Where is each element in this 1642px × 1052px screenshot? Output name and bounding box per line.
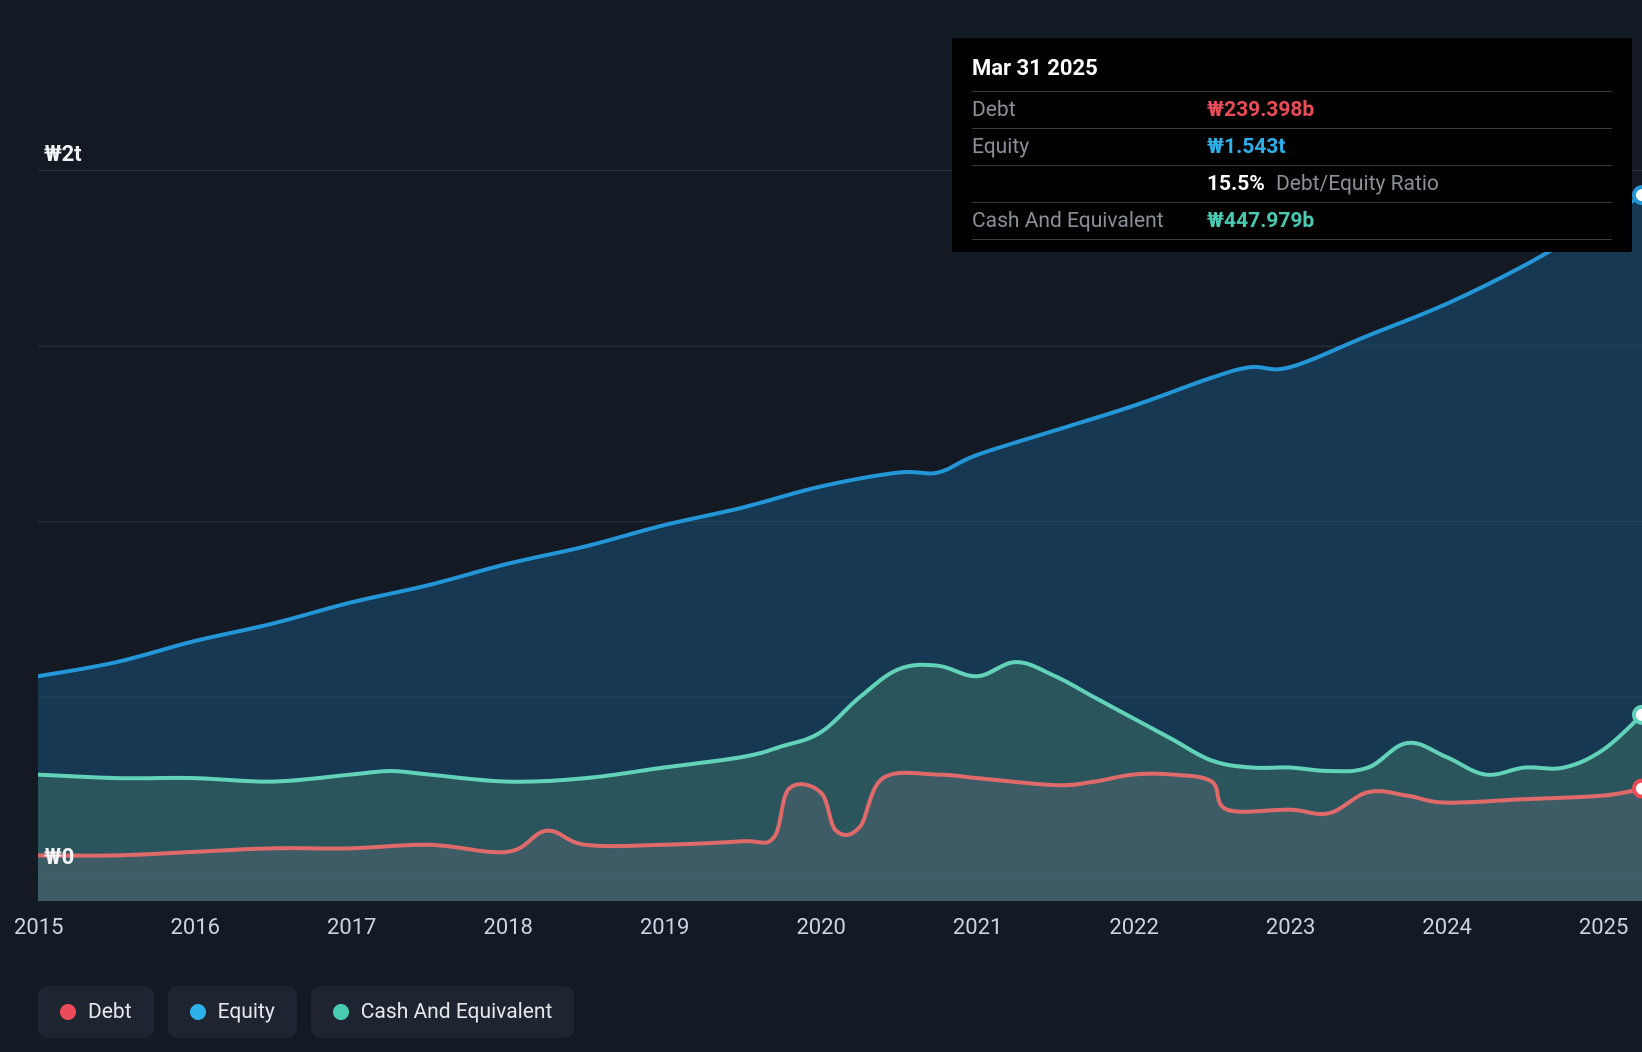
tooltip-row-label: Debt bbox=[972, 98, 1207, 122]
tooltip-row-value: ₩239.398b bbox=[1207, 98, 1314, 122]
legend-item-label: Cash And Equivalent bbox=[361, 1000, 553, 1024]
tooltip-row: Cash And Equivalent₩447.979b bbox=[972, 202, 1612, 240]
tooltip-row-suffix: Debt/Equity Ratio bbox=[1271, 172, 1439, 196]
tooltip-row-label bbox=[972, 172, 1207, 196]
x-tick-label: 2020 bbox=[796, 915, 845, 940]
tooltip-row: Debt₩239.398b bbox=[972, 91, 1612, 128]
equity-legend-dot-icon bbox=[190, 1004, 206, 1020]
tooltip-row-value: 15.5% Debt/Equity Ratio bbox=[1207, 172, 1439, 196]
legend-item-equity[interactable]: Equity bbox=[168, 986, 297, 1038]
x-tick-label: 2018 bbox=[483, 915, 532, 940]
x-tick-label: 2025 bbox=[1579, 915, 1628, 940]
legend-item-label: Debt bbox=[88, 1000, 132, 1024]
legend-item-label: Equity bbox=[218, 1000, 275, 1024]
chart-tooltip: Mar 31 2025 Debt₩239.398bEquity₩1.543t15… bbox=[952, 38, 1632, 252]
y-tick-label: ₩0 bbox=[44, 845, 74, 870]
tooltip-row-value: ₩1.543t bbox=[1207, 135, 1285, 159]
x-tick-label: 2015 bbox=[14, 915, 63, 940]
x-tick-label: 2016 bbox=[170, 915, 219, 940]
cash-end-marker bbox=[1634, 707, 1642, 723]
tooltip-row-label: Equity bbox=[972, 135, 1207, 159]
x-tick-label: 2024 bbox=[1422, 915, 1471, 940]
legend-item-debt[interactable]: Debt bbox=[38, 986, 154, 1038]
y-tick-label: ₩2t bbox=[44, 142, 81, 167]
legend-item-cash[interactable]: Cash And Equivalent bbox=[311, 986, 575, 1038]
equity-end-marker bbox=[1634, 187, 1642, 203]
tooltip-row-label: Cash And Equivalent bbox=[972, 209, 1207, 233]
tooltip-row: 15.5% Debt/Equity Ratio bbox=[972, 165, 1612, 202]
x-tick-label: 2021 bbox=[953, 915, 1002, 940]
x-tick-label: 2023 bbox=[1266, 915, 1315, 940]
tooltip-row: Equity₩1.543t bbox=[972, 128, 1612, 165]
debt-end-marker bbox=[1634, 781, 1642, 797]
tooltip-row-value: ₩447.979b bbox=[1207, 209, 1314, 233]
financial-health-chart: ₩0 ₩2t 2015 2016 2017 2018 2019 2020 2021 2022 20… bbox=[0, 0, 1642, 1052]
x-tick-label: 2019 bbox=[640, 915, 689, 940]
x-tick-label: 2022 bbox=[1109, 915, 1158, 940]
chart-legend: Debt Equity Cash And Equivalent bbox=[38, 986, 574, 1038]
tooltip-title: Mar 31 2025 bbox=[972, 56, 1612, 81]
cash-legend-dot-icon bbox=[333, 1004, 349, 1020]
x-tick-label: 2017 bbox=[327, 915, 376, 940]
debt-legend-dot-icon bbox=[60, 1004, 76, 1020]
